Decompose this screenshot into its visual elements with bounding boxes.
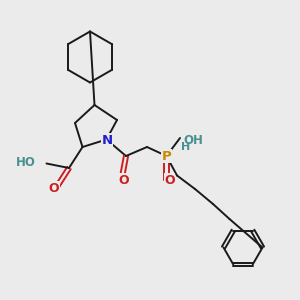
Text: O: O xyxy=(118,173,129,187)
Text: H: H xyxy=(181,142,190,152)
Text: HO: HO xyxy=(16,155,36,169)
Text: O: O xyxy=(49,182,59,195)
Text: OH: OH xyxy=(184,134,203,147)
Text: P: P xyxy=(162,149,171,163)
Text: N: N xyxy=(101,134,113,147)
Text: O: O xyxy=(164,173,175,187)
